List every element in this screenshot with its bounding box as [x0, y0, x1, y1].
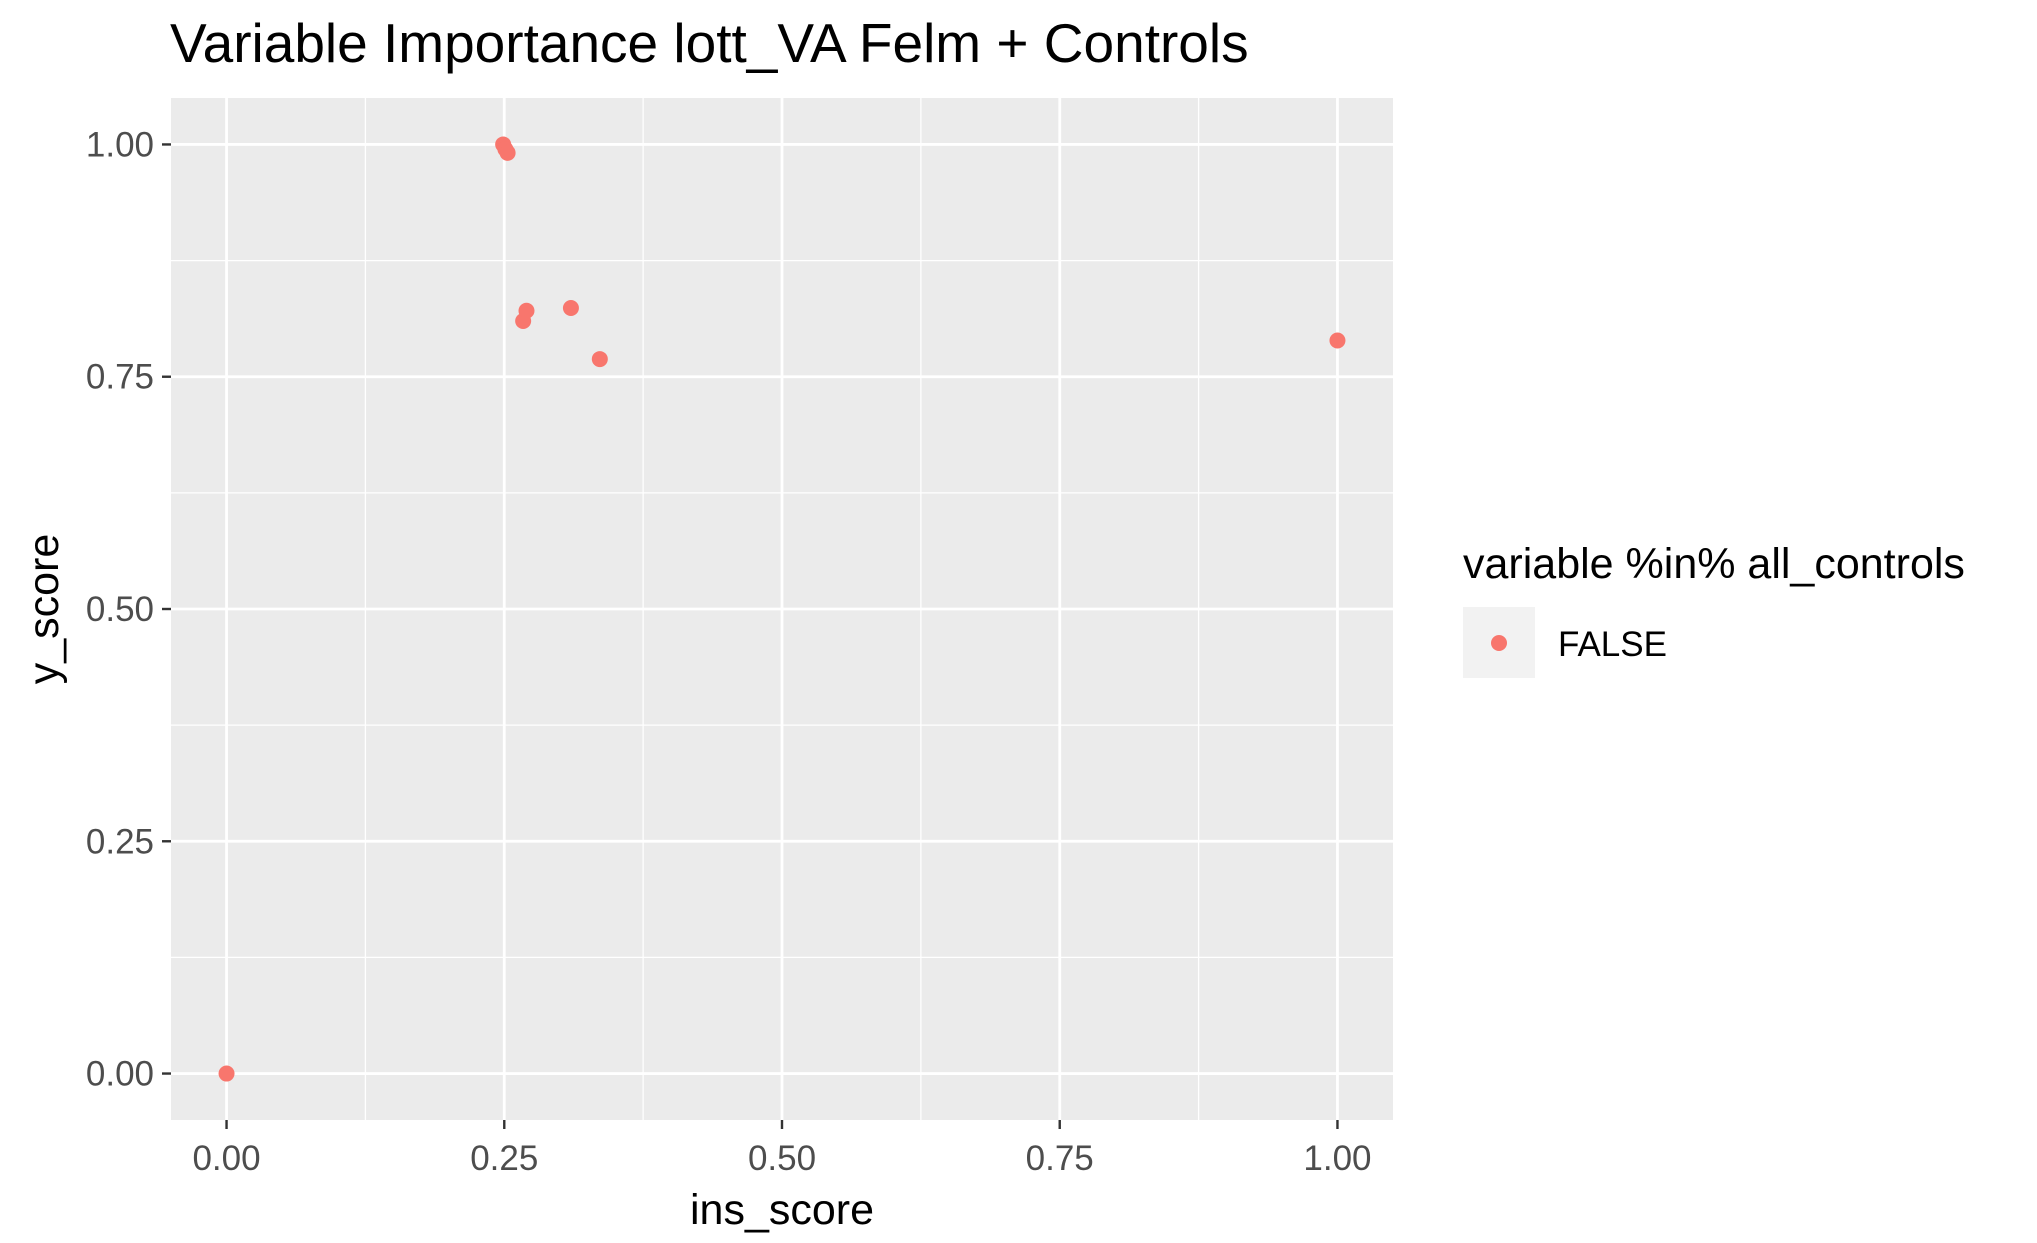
y-tick-label: 0.25: [86, 822, 154, 861]
x-tick-label: 0.50: [748, 1139, 816, 1178]
legend-title: variable %in% all_controls: [1463, 540, 1965, 588]
y-tick-label: 0.50: [86, 590, 154, 629]
x-tick-label: 0.75: [1026, 1139, 1094, 1178]
x-tick-label: 0.00: [192, 1139, 260, 1178]
data-point: [562, 299, 579, 316]
legend: variable %in% all_controls FALSE: [1463, 540, 1965, 678]
y-axis-ticks: 0.00 0.25 0.50 0.75 1.00: [86, 125, 171, 1094]
x-tick-label: 1.00: [1303, 1139, 1371, 1178]
major-gridlines: [171, 98, 1393, 1120]
y-tick-label: 0.75: [86, 358, 154, 397]
x-tick-label: 0.25: [470, 1139, 538, 1178]
x-axis-ticks: 0.00 0.25 0.50 0.75 1.00: [192, 1120, 1372, 1178]
data-point: [1329, 332, 1346, 349]
data-point: [499, 144, 516, 161]
data-point: [218, 1065, 235, 1082]
legend-label-false: FALSE: [1558, 625, 1667, 664]
y-tick-label: 1.00: [86, 125, 154, 164]
legend-key-point: [1491, 635, 1507, 651]
data-point: [591, 351, 608, 368]
x-axis-label: ins_score: [690, 1186, 874, 1234]
data-points: [218, 136, 1346, 1082]
y-axis-label: y_score: [20, 534, 68, 685]
data-point: [518, 302, 535, 319]
chart-title: Variable Importance lott_VA Felm + Contr…: [170, 12, 1249, 74]
y-tick-label: 0.00: [86, 1055, 154, 1094]
